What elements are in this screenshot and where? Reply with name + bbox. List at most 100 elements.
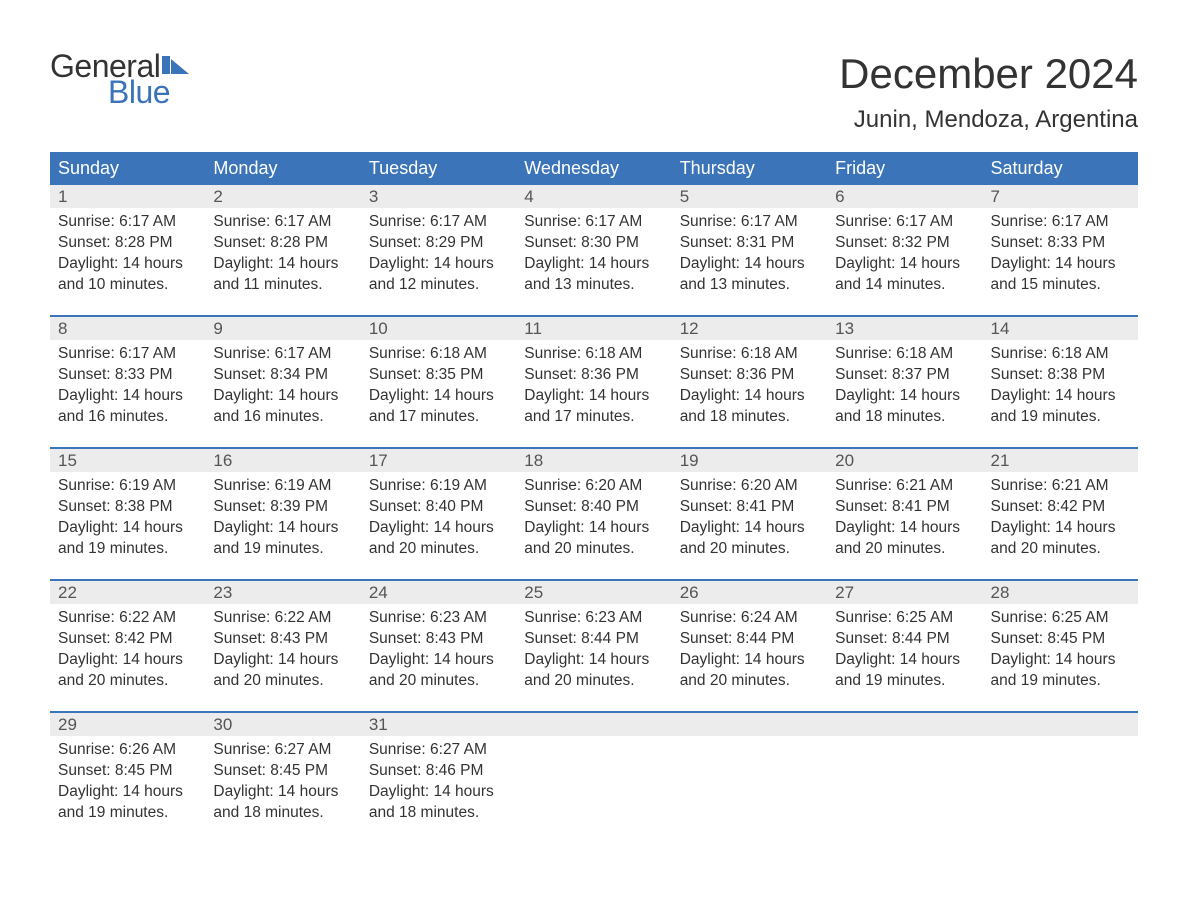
- sunrise-line: Sunrise: 6:17 AM: [58, 212, 197, 233]
- day-number: 24: [361, 580, 516, 604]
- daylight-line: Daylight: 14 hours and 20 minutes.: [58, 650, 197, 692]
- calendar-table: Sunday Monday Tuesday Wednesday Thursday…: [50, 152, 1138, 844]
- day-number: 26: [672, 580, 827, 604]
- daylight-line: Daylight: 14 hours and 20 minutes.: [680, 650, 819, 692]
- day-number: 22: [50, 580, 205, 604]
- sunset-line: Sunset: 8:36 PM: [680, 365, 819, 386]
- day-info: Sunrise: 6:24 AMSunset: 8:44 PMDaylight:…: [672, 604, 827, 712]
- sunrise-line: Sunrise: 6:17 AM: [991, 212, 1130, 233]
- day-info: Sunrise: 6:22 AMSunset: 8:42 PMDaylight:…: [50, 604, 205, 712]
- daylight-line: Daylight: 14 hours and 19 minutes.: [991, 386, 1130, 428]
- sunset-line: Sunset: 8:29 PM: [369, 233, 508, 254]
- week-daynum-row: 1234567: [50, 185, 1138, 208]
- daylight-line: Daylight: 14 hours and 19 minutes.: [58, 518, 197, 560]
- empty-cell: [672, 712, 827, 736]
- day-info: Sunrise: 6:18 AMSunset: 8:35 PMDaylight:…: [361, 340, 516, 448]
- day-info: Sunrise: 6:23 AMSunset: 8:44 PMDaylight:…: [516, 604, 671, 712]
- day-info: Sunrise: 6:23 AMSunset: 8:43 PMDaylight:…: [361, 604, 516, 712]
- daylight-line: Daylight: 14 hours and 19 minutes.: [991, 650, 1130, 692]
- daylight-line: Daylight: 14 hours and 16 minutes.: [58, 386, 197, 428]
- sunset-line: Sunset: 8:40 PM: [524, 497, 663, 518]
- week-daynum-row: 293031: [50, 712, 1138, 736]
- location: Junin, Mendoza, Argentina: [839, 106, 1138, 134]
- week-daynum-row: 15161718192021: [50, 448, 1138, 472]
- day-number: 2: [205, 185, 360, 208]
- sunrise-line: Sunrise: 6:17 AM: [213, 212, 352, 233]
- sunrise-line: Sunrise: 6:18 AM: [369, 344, 508, 365]
- sunset-line: Sunset: 8:43 PM: [213, 629, 352, 650]
- sunset-line: Sunset: 8:44 PM: [680, 629, 819, 650]
- empty-cell: [827, 712, 982, 736]
- day-header: Saturday: [983, 152, 1138, 185]
- sunrise-line: Sunrise: 6:22 AM: [213, 608, 352, 629]
- sunset-line: Sunset: 8:42 PM: [991, 497, 1130, 518]
- day-number: 10: [361, 316, 516, 340]
- day-number: 1: [50, 185, 205, 208]
- daylight-line: Daylight: 14 hours and 16 minutes.: [213, 386, 352, 428]
- sunset-line: Sunset: 8:46 PM: [369, 761, 508, 782]
- sunset-line: Sunset: 8:31 PM: [680, 233, 819, 254]
- sunrise-line: Sunrise: 6:22 AM: [58, 608, 197, 629]
- daylight-line: Daylight: 14 hours and 17 minutes.: [369, 386, 508, 428]
- daylight-line: Daylight: 14 hours and 14 minutes.: [835, 254, 974, 296]
- day-number: 17: [361, 448, 516, 472]
- sunset-line: Sunset: 8:33 PM: [58, 365, 197, 386]
- day-info: Sunrise: 6:21 AMSunset: 8:42 PMDaylight:…: [983, 472, 1138, 580]
- sunrise-line: Sunrise: 6:17 AM: [835, 212, 974, 233]
- daylight-line: Daylight: 14 hours and 20 minutes.: [680, 518, 819, 560]
- sunset-line: Sunset: 8:30 PM: [524, 233, 663, 254]
- day-info: Sunrise: 6:27 AMSunset: 8:46 PMDaylight:…: [361, 736, 516, 844]
- day-number: 8: [50, 316, 205, 340]
- daylight-line: Daylight: 14 hours and 20 minutes.: [835, 518, 974, 560]
- sunset-line: Sunset: 8:45 PM: [58, 761, 197, 782]
- sunset-line: Sunset: 8:40 PM: [369, 497, 508, 518]
- day-number: 14: [983, 316, 1138, 340]
- day-number: 11: [516, 316, 671, 340]
- day-info: Sunrise: 6:17 AMSunset: 8:31 PMDaylight:…: [672, 208, 827, 316]
- sunset-line: Sunset: 8:42 PM: [58, 629, 197, 650]
- day-info: Sunrise: 6:17 AMSunset: 8:32 PMDaylight:…: [827, 208, 982, 316]
- sunrise-line: Sunrise: 6:23 AM: [369, 608, 508, 629]
- sunrise-line: Sunrise: 6:19 AM: [369, 476, 508, 497]
- week-daynum-row: 891011121314: [50, 316, 1138, 340]
- week-daynum-row: 22232425262728: [50, 580, 1138, 604]
- sunset-line: Sunset: 8:35 PM: [369, 365, 508, 386]
- daylight-line: Daylight: 14 hours and 20 minutes.: [991, 518, 1130, 560]
- sunrise-line: Sunrise: 6:17 AM: [58, 344, 197, 365]
- empty-cell: [672, 736, 827, 844]
- day-number: 4: [516, 185, 671, 208]
- daylight-line: Daylight: 14 hours and 19 minutes.: [58, 782, 197, 824]
- sunset-line: Sunset: 8:28 PM: [58, 233, 197, 254]
- day-number: 28: [983, 580, 1138, 604]
- sunrise-line: Sunrise: 6:25 AM: [835, 608, 974, 629]
- daylight-line: Daylight: 14 hours and 13 minutes.: [524, 254, 663, 296]
- day-number: 29: [50, 712, 205, 736]
- daylight-line: Daylight: 14 hours and 11 minutes.: [213, 254, 352, 296]
- daylight-line: Daylight: 14 hours and 19 minutes.: [835, 650, 974, 692]
- week-info-row: Sunrise: 6:22 AMSunset: 8:42 PMDaylight:…: [50, 604, 1138, 712]
- day-info: Sunrise: 6:22 AMSunset: 8:43 PMDaylight:…: [205, 604, 360, 712]
- sunset-line: Sunset: 8:38 PM: [58, 497, 197, 518]
- day-info: Sunrise: 6:18 AMSunset: 8:36 PMDaylight:…: [672, 340, 827, 448]
- sunset-line: Sunset: 8:43 PM: [369, 629, 508, 650]
- day-info: Sunrise: 6:19 AMSunset: 8:38 PMDaylight:…: [50, 472, 205, 580]
- day-number: 6: [827, 185, 982, 208]
- empty-cell: [983, 712, 1138, 736]
- title-block: December 2024 Junin, Mendoza, Argentina: [839, 50, 1138, 134]
- logo: General Blue: [50, 50, 190, 108]
- day-info: Sunrise: 6:26 AMSunset: 8:45 PMDaylight:…: [50, 736, 205, 844]
- day-number: 16: [205, 448, 360, 472]
- day-number: 3: [361, 185, 516, 208]
- day-info: Sunrise: 6:17 AMSunset: 8:29 PMDaylight:…: [361, 208, 516, 316]
- empty-cell: [983, 736, 1138, 844]
- day-info: Sunrise: 6:18 AMSunset: 8:37 PMDaylight:…: [827, 340, 982, 448]
- daylight-line: Daylight: 14 hours and 18 minutes.: [369, 782, 508, 824]
- day-number: 15: [50, 448, 205, 472]
- day-info: Sunrise: 6:21 AMSunset: 8:41 PMDaylight:…: [827, 472, 982, 580]
- daylight-line: Daylight: 14 hours and 20 minutes.: [369, 650, 508, 692]
- empty-cell: [516, 736, 671, 844]
- daylight-line: Daylight: 14 hours and 13 minutes.: [680, 254, 819, 296]
- day-info: Sunrise: 6:27 AMSunset: 8:45 PMDaylight:…: [205, 736, 360, 844]
- day-number: 20: [827, 448, 982, 472]
- sunrise-line: Sunrise: 6:25 AM: [991, 608, 1130, 629]
